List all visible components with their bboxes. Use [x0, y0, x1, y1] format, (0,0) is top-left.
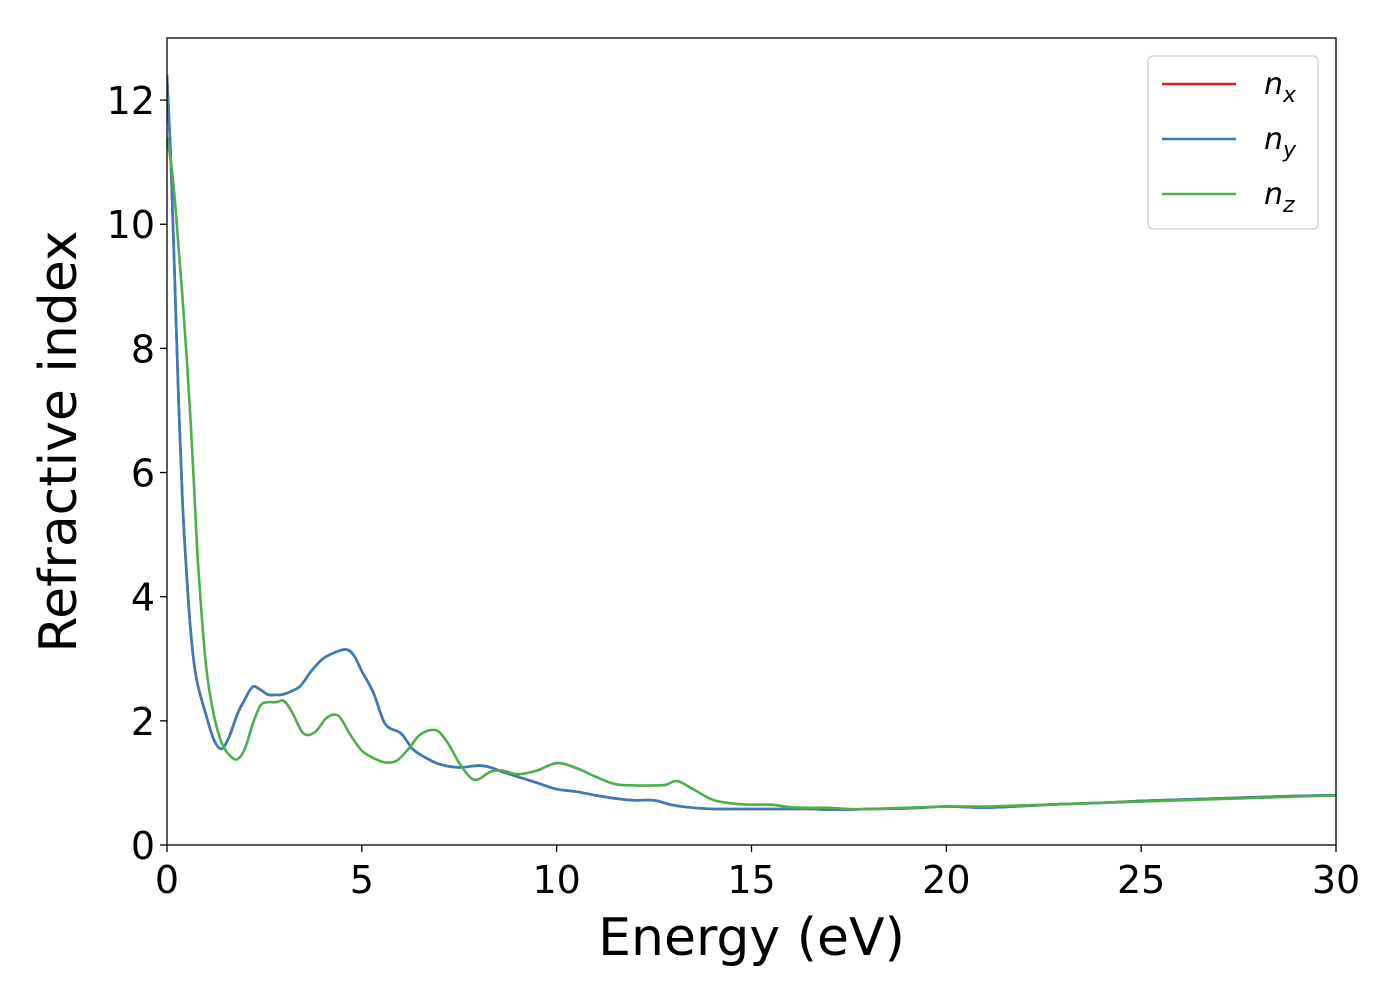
tick-marks: [160, 99, 1337, 852]
tick-labels: 0 5 10 15 20 25 30 0 2 4 6 8 10 12: [107, 79, 1361, 902]
x-tick-label: 5: [350, 858, 374, 902]
plot-lines: [167, 75, 1336, 811]
y-axis-label: Refractive index: [29, 230, 89, 652]
x-tick-label: 30: [1312, 858, 1360, 902]
y-tick-label: 12: [107, 79, 155, 123]
x-axis-label: Energy (eV): [598, 908, 905, 968]
x-tick-label: 15: [727, 858, 775, 902]
x-tick-label: 10: [532, 858, 580, 902]
y-tick-label: 4: [131, 576, 155, 620]
series-line-z: [167, 137, 1336, 811]
x-tick-label: 25: [1117, 858, 1165, 902]
y-tick-label: 2: [131, 700, 155, 744]
x-tick-label: 20: [922, 858, 970, 902]
y-tick-label: 10: [107, 203, 155, 247]
x-tick-label: 0: [155, 858, 179, 902]
y-tick-label: 0: [131, 824, 155, 868]
y-tick-label: 8: [131, 327, 155, 371]
legend-box: [1147, 55, 1319, 230]
y-tick-label: 6: [131, 452, 155, 496]
